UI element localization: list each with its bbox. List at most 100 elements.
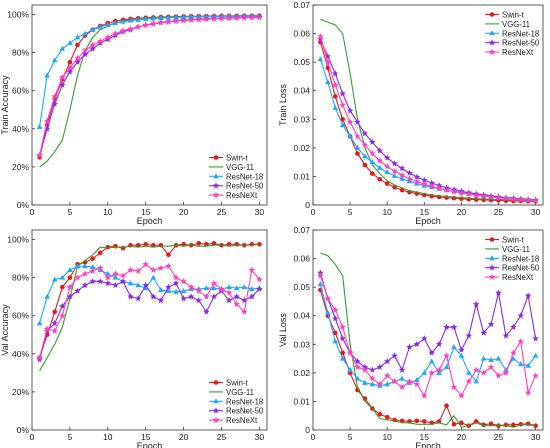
- series-vgg-11: [39, 15, 260, 168]
- data-point: [104, 274, 112, 281]
- data-point: [354, 375, 361, 381]
- data-point: [524, 389, 532, 396]
- data-point: [89, 267, 96, 274]
- data-point: [406, 343, 413, 350]
- data-point: [66, 283, 74, 290]
- series-resnext: [317, 272, 539, 399]
- y-tick-label: 0.07: [293, 225, 310, 235]
- legend-marker: [489, 12, 495, 17]
- legend-label: ResNeXt: [502, 48, 534, 57]
- data-point: [134, 23, 142, 30]
- data-point: [369, 159, 376, 165]
- data-point: [383, 372, 391, 379]
- data-point: [369, 381, 376, 387]
- x-tick-label: 5: [348, 207, 353, 217]
- data-point: [112, 281, 119, 288]
- data-point: [135, 16, 141, 22]
- data-point: [517, 338, 524, 345]
- data-point: [421, 369, 428, 375]
- data-point: [444, 403, 449, 409]
- data-point: [384, 169, 390, 175]
- data-point: [317, 33, 324, 40]
- y-tick-label: 0.04: [293, 86, 310, 96]
- data-point: [105, 22, 111, 27]
- data-point: [97, 250, 103, 256]
- series-resnet-50: [317, 269, 539, 373]
- data-point: [142, 260, 149, 268]
- x-tick-label: 25: [494, 432, 504, 442]
- data-point: [458, 352, 465, 358]
- data-point: [180, 295, 187, 302]
- legend-label: ResNet-50: [226, 407, 264, 416]
- y-tick-label: 40%: [12, 349, 29, 359]
- data-point: [158, 287, 164, 292]
- chart-val-acc: 0 5 10 15 20 25 30 0% 20% 40% 60% 80% 100% Epoch Val A…: [0, 229, 268, 448]
- data-point: [112, 20, 119, 26]
- data-point: [172, 17, 180, 24]
- data-point: [241, 284, 248, 290]
- chart-val-loss: 0 5 10 15 20 25 30 0 0.01 0.02 0.03 0.04 0.05 0.06 0.0…: [278, 225, 544, 448]
- data-point: [428, 179, 435, 186]
- data-point: [339, 323, 346, 330]
- data-point: [256, 285, 263, 292]
- data-point: [135, 242, 141, 248]
- data-point: [180, 14, 187, 20]
- data-point: [459, 420, 464, 426]
- data-point: [339, 101, 346, 108]
- data-point: [134, 295, 142, 302]
- data-point: [59, 73, 66, 81]
- data-point: [127, 17, 134, 23]
- data-point: [96, 37, 104, 44]
- data-point: [195, 297, 203, 304]
- data-point: [325, 309, 331, 315]
- data-point: [473, 419, 479, 424]
- y-tick-label: 0: [305, 200, 310, 210]
- data-point: [450, 383, 458, 390]
- data-point: [473, 378, 480, 384]
- legend-marker: [212, 416, 220, 423]
- data-point: [317, 272, 324, 279]
- legend-marker: [212, 407, 220, 414]
- data-point: [59, 302, 66, 309]
- data-point: [210, 15, 218, 22]
- data-point: [89, 26, 96, 32]
- data-point: [532, 372, 539, 379]
- legend-marker: [212, 182, 220, 189]
- series-line-resnet-50: [39, 16, 260, 156]
- data-point: [44, 72, 50, 78]
- data-point: [428, 183, 435, 190]
- data-point: [142, 285, 149, 291]
- data-point: [354, 133, 361, 140]
- data-point: [51, 93, 58, 100]
- data-point: [480, 355, 487, 361]
- x-tick-label: 20: [457, 432, 467, 442]
- series-line-resnext: [39, 263, 260, 358]
- y-tick-label: 40%: [12, 124, 29, 134]
- data-point: [406, 378, 413, 385]
- data-point: [119, 27, 127, 34]
- data-point: [495, 372, 502, 379]
- series-line-resnet-50: [319, 272, 537, 372]
- data-point: [135, 282, 141, 288]
- series-resnext: [317, 33, 539, 204]
- y-axis-label: Val Accuracy: [0, 304, 10, 356]
- legend-label: ResNet-18: [226, 172, 263, 181]
- data-point: [495, 289, 502, 296]
- data-point: [362, 162, 368, 168]
- data-point: [51, 276, 58, 282]
- data-point: [391, 378, 398, 385]
- data-point: [226, 241, 232, 247]
- data-point: [51, 327, 58, 334]
- data-point: [241, 308, 248, 315]
- data-point: [150, 266, 157, 273]
- series-line-resnext: [319, 36, 536, 201]
- data-point: [525, 362, 531, 368]
- x-tick-label: 25: [217, 207, 227, 217]
- data-point: [398, 165, 406, 172]
- data-point: [369, 138, 376, 145]
- data-point: [376, 147, 384, 154]
- data-point: [119, 278, 127, 285]
- data-point: [361, 141, 369, 148]
- series-line-resnext: [39, 17, 260, 156]
